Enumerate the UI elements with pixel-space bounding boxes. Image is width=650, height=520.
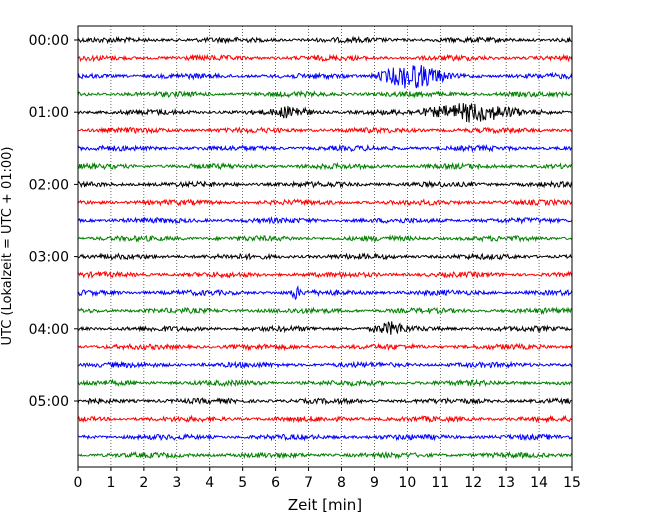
seismic-traces	[77, 35, 573, 460]
trace-row-0	[77, 35, 573, 45]
x-tick-label: 14	[530, 475, 548, 491]
y-tick-label: 04:00	[29, 322, 69, 338]
x-axis-title: Zeit [min]	[288, 496, 362, 514]
trace-row-16	[77, 321, 573, 335]
y-tick-label: 00:00	[29, 33, 69, 49]
x-axis: 0 1 2 3 4 5 6 7 8 9 10 11 12 13 14 15	[74, 467, 581, 491]
x-tick-label: 12	[464, 475, 482, 491]
x-tick-label: 3	[172, 475, 181, 491]
x-tick-label: 0	[74, 475, 83, 491]
trace-row-3	[77, 89, 573, 99]
x-tick-label: 8	[337, 475, 346, 491]
trace-row-20	[77, 397, 573, 406]
trace-row-13	[77, 270, 573, 279]
x-tick-label: 4	[205, 475, 214, 491]
trace-row-4	[77, 103, 573, 123]
x-tick-label: 7	[304, 475, 313, 491]
y-tick-label: 05:00	[29, 394, 69, 410]
x-tick-label: 11	[431, 475, 449, 491]
x-tick-label: 5	[238, 475, 247, 491]
trace-row-21	[77, 414, 573, 424]
y-axis-title: UTC (Lokalzeit = UTC + 01:00)	[0, 147, 15, 346]
trace-row-19	[77, 378, 573, 388]
trace-row-8	[77, 180, 573, 189]
y-tick-label: 02:00	[29, 177, 69, 193]
trace-row-22	[77, 433, 573, 442]
y-tick-label: 01:00	[29, 105, 69, 121]
trace-row-10	[77, 216, 573, 225]
trace-row-18	[77, 360, 573, 369]
trace-row-5	[77, 126, 573, 135]
trace-row-7	[77, 161, 573, 171]
x-tick-label: 2	[139, 475, 148, 491]
trace-row-15	[77, 306, 573, 316]
trace-row-12	[77, 252, 573, 261]
x-tick-label: 9	[370, 475, 379, 491]
x-tick-label: 13	[497, 475, 515, 491]
y-tick-label: 03:00	[29, 250, 69, 266]
x-tick-label: 10	[398, 475, 416, 491]
trace-row-11	[77, 234, 573, 243]
x-tick-label: 1	[106, 475, 115, 491]
trace-row-2	[77, 64, 573, 89]
trace-row-1	[77, 53, 573, 63]
trace-row-6	[77, 143, 573, 153]
y-axis: 00:00 01:00 02:00 03:00 04:00 05:00	[29, 33, 78, 410]
trace-row-14	[77, 285, 573, 301]
plot-frame	[77, 25, 573, 468]
trace-row-17	[77, 342, 573, 352]
trace-row-9	[77, 198, 573, 207]
x-tick-label: 15	[563, 475, 581, 491]
x-tick-label: 6	[271, 475, 280, 491]
trace-row-23	[77, 450, 573, 460]
